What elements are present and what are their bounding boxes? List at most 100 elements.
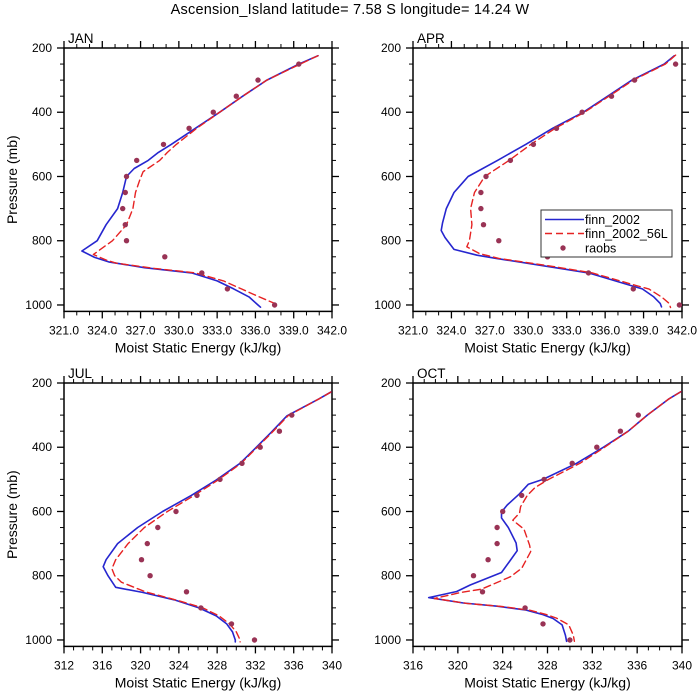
x-tick-label: 324 — [493, 658, 513, 672]
raobs-dot — [276, 428, 283, 434]
panel-month-label: JAN — [68, 31, 94, 46]
raobs-dot — [485, 557, 491, 563]
raobs-dot — [271, 302, 278, 308]
panel-jul: 312 316 320 324 328 332 336 340 200 400 600 800 1000… — [4, 366, 342, 690]
x-tick-label: 327.0 — [475, 323, 505, 337]
raobs-dot — [147, 573, 153, 579]
plot-frame — [412, 47, 683, 313]
finn-2002-56l-line — [111, 391, 332, 643]
y-tick-label: 400 — [32, 105, 52, 119]
series-layer — [427, 390, 682, 643]
figure-title: Ascension_Island latitude= 7.58 S longit… — [170, 2, 530, 18]
y-tick-label: 400 — [381, 440, 401, 454]
x-tick-label: 312 — [54, 658, 74, 672]
raobs-dot — [123, 173, 130, 180]
raobs-dot — [567, 637, 573, 643]
panel-month-label: OCT — [417, 366, 446, 381]
finn-2002-line — [440, 54, 676, 308]
raobs-dot — [478, 205, 484, 212]
series-layer — [102, 391, 332, 643]
raobs-dot — [120, 205, 126, 212]
raobs-dot — [478, 189, 484, 196]
raobs-dot — [585, 270, 592, 276]
series-layer — [81, 54, 319, 308]
raobs-dot — [199, 270, 205, 276]
finn-2002-56l-line — [466, 54, 677, 309]
x-tick-label: 327.0 — [126, 323, 156, 337]
raobs-dot — [251, 637, 258, 643]
raobs-dot — [470, 573, 477, 579]
raobs-dot — [494, 540, 500, 547]
raobs-dot — [233, 93, 239, 99]
x-tick-label: 342.0 — [317, 323, 347, 337]
raobs-dot — [496, 238, 502, 244]
raobs-dot — [138, 557, 145, 563]
raobs-dot — [540, 621, 546, 627]
finn-2002-line — [102, 391, 332, 643]
raobs-dot — [676, 302, 682, 308]
series-layer — [440, 54, 682, 309]
raobs-dot — [144, 540, 150, 547]
y-tick-label: 1000 — [374, 298, 401, 312]
raobs-dot — [123, 238, 130, 244]
x-tick-label: 333.0 — [202, 323, 232, 337]
raobs-dot — [228, 621, 235, 627]
raobs-dot — [635, 412, 641, 418]
x-tick-label: 321.0 — [49, 323, 79, 337]
raobs-dot — [155, 524, 161, 531]
y-tick-label: 800 — [32, 234, 52, 248]
x-tick-label: 330.0 — [513, 323, 543, 337]
raobs-dot — [617, 428, 624, 434]
raobs-dot — [483, 173, 489, 180]
y-tick-label: 600 — [381, 169, 401, 183]
x-tick-label: 320 — [448, 658, 468, 672]
y-tick-label: 600 — [32, 504, 52, 518]
legend-label: finn_2002_56L — [585, 227, 668, 241]
raobs-dot — [500, 508, 506, 515]
x-tick-label: 316 — [92, 658, 112, 672]
finn-2002-56l-line — [433, 391, 682, 642]
x-tick-label: 336 — [284, 658, 304, 672]
x-tick-label: 342.0 — [667, 323, 697, 337]
raobs-markers — [470, 412, 641, 643]
raobs-dot — [579, 109, 585, 115]
panel-month-label: APR — [417, 31, 445, 46]
raobs-dot — [594, 444, 600, 450]
panel-jan: 321.0 324.0 327.0 330.0 333.0 336.0 339.0 342.0… — [4, 31, 347, 355]
x-tick-label: 339.0 — [629, 323, 659, 337]
raobs-dot — [210, 109, 216, 115]
x-tick-label: 324.0 — [87, 323, 117, 337]
y-tick-label: 600 — [381, 504, 401, 518]
raobs-dot — [494, 524, 500, 531]
raobs-dot — [217, 476, 223, 483]
x-tick-label: 321.0 — [398, 323, 428, 337]
x-axis-title: Moist Static Energy (kJ/kg) — [464, 339, 631, 355]
raobs-dot — [289, 412, 295, 418]
x-tick-label: 316 — [403, 658, 423, 672]
raobs-dot — [122, 189, 128, 196]
y-tick-label: 400 — [381, 105, 401, 119]
y-tick-label: 800 — [32, 569, 52, 583]
x-tick-label: 340 — [672, 658, 692, 672]
x-tick-label: 332 — [245, 658, 265, 672]
x-axis-title: Moist Static Energy (kJ/kg) — [115, 339, 282, 355]
x-axis-title: Moist Static Energy (kJ/kg) — [464, 674, 631, 690]
legend-dot-sample — [560, 245, 566, 251]
raobs-dot — [507, 157, 514, 164]
raobs-dot — [480, 222, 487, 228]
y-tick-label: 200 — [381, 41, 401, 55]
x-tick-label: 324 — [169, 658, 189, 672]
raobs-dot — [630, 286, 636, 292]
raobs-dot — [522, 605, 528, 611]
x-tick-label: 340 — [322, 658, 342, 672]
raobs-dot — [183, 589, 190, 595]
x-tick-label: 339.0 — [279, 323, 309, 337]
raobs-dot — [519, 492, 525, 499]
raobs-dot — [553, 125, 560, 131]
panel-apr: 321.0 324.0 327.0 330.0 333.0 336.0 339.0 342.0… — [374, 31, 697, 355]
finn-2002-56l-line — [92, 55, 319, 307]
x-tick-label: 320 — [131, 658, 151, 672]
